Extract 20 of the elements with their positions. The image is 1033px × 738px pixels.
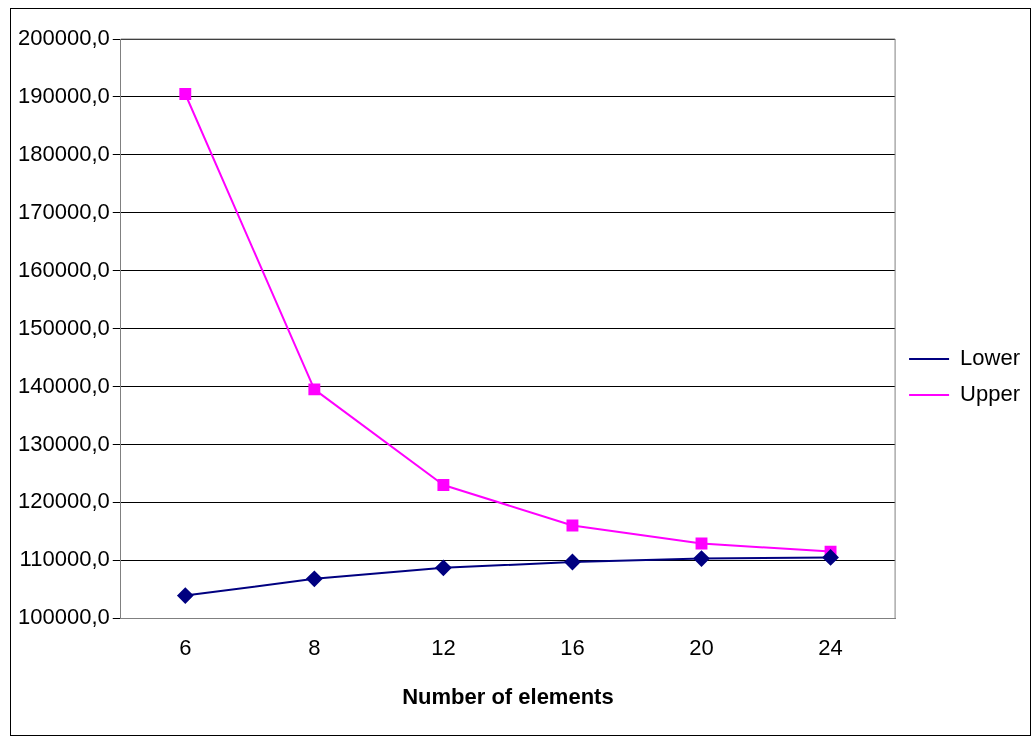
y-tick-label: 120000,0: [17, 488, 110, 514]
y-tick-label: 130000,0: [17, 430, 110, 456]
y-tick-label: 180000,0: [17, 140, 110, 166]
x-tick-label: 8: [308, 635, 321, 661]
legend-label: Upper: [960, 381, 1020, 407]
y-tick-label: 170000,0: [17, 198, 110, 224]
x-axis-title: Number of elements: [402, 683, 614, 709]
y-tick-label: 160000,0: [17, 256, 110, 282]
x-tick-label: 20: [689, 635, 714, 661]
y-tick-label: 200000,0: [17, 25, 110, 51]
y-tick-label: 190000,0: [17, 82, 110, 108]
legend-label: Lower: [960, 345, 1020, 371]
y-tick-label: 150000,0: [17, 314, 110, 340]
x-tick-label: 12: [431, 635, 456, 661]
y-tick-label: 100000,0: [17, 604, 110, 630]
y-tick-label: 110000,0: [19, 546, 110, 572]
x-tick-label: 24: [818, 635, 843, 661]
x-tick-label: 16: [560, 635, 585, 661]
x-tick-label: 6: [179, 635, 192, 661]
y-tick-label: 140000,0: [17, 372, 110, 398]
